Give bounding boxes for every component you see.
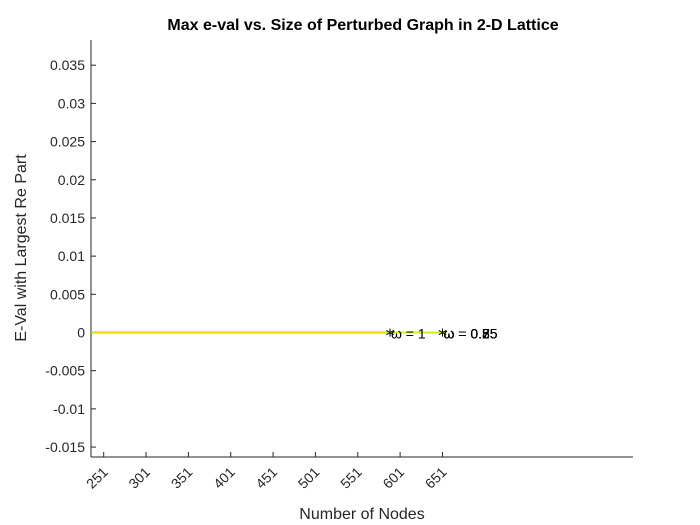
y-tick-label: -0.015 (45, 439, 85, 455)
annotation-label: ω = 0.5 (443, 326, 490, 342)
annotation-label: ω = 0.75 (443, 326, 497, 342)
y-tick-label: 0.015 (50, 210, 85, 226)
annotation-label: ω = 1 (391, 326, 426, 342)
y-tick-label: -0.005 (45, 363, 85, 379)
y-tick-label: 0.01 (58, 248, 85, 264)
y-axis-label: E-Val with Largest Re Part (13, 154, 30, 342)
annotation-label: ω = 0.25 (443, 326, 497, 342)
y-tick-label: 0.005 (50, 286, 85, 302)
y-tick-label: 0.02 (58, 172, 85, 188)
marker-star: * (438, 326, 447, 347)
y-tick-label: 0.025 (50, 134, 85, 150)
y-tick-label: -0.01 (53, 401, 85, 417)
chart-title: Max e-val vs. Size of Perturbed Graph in… (167, 17, 558, 34)
y-tick-label: 0.035 (50, 57, 85, 73)
y-tick-label: 0.03 (58, 95, 85, 111)
x-axis-label: Number of Nodes (299, 506, 424, 523)
annotation-label: ω = 0.85 (443, 326, 497, 342)
marker-star: * (385, 326, 394, 347)
y-tick-label: 0 (77, 325, 85, 341)
